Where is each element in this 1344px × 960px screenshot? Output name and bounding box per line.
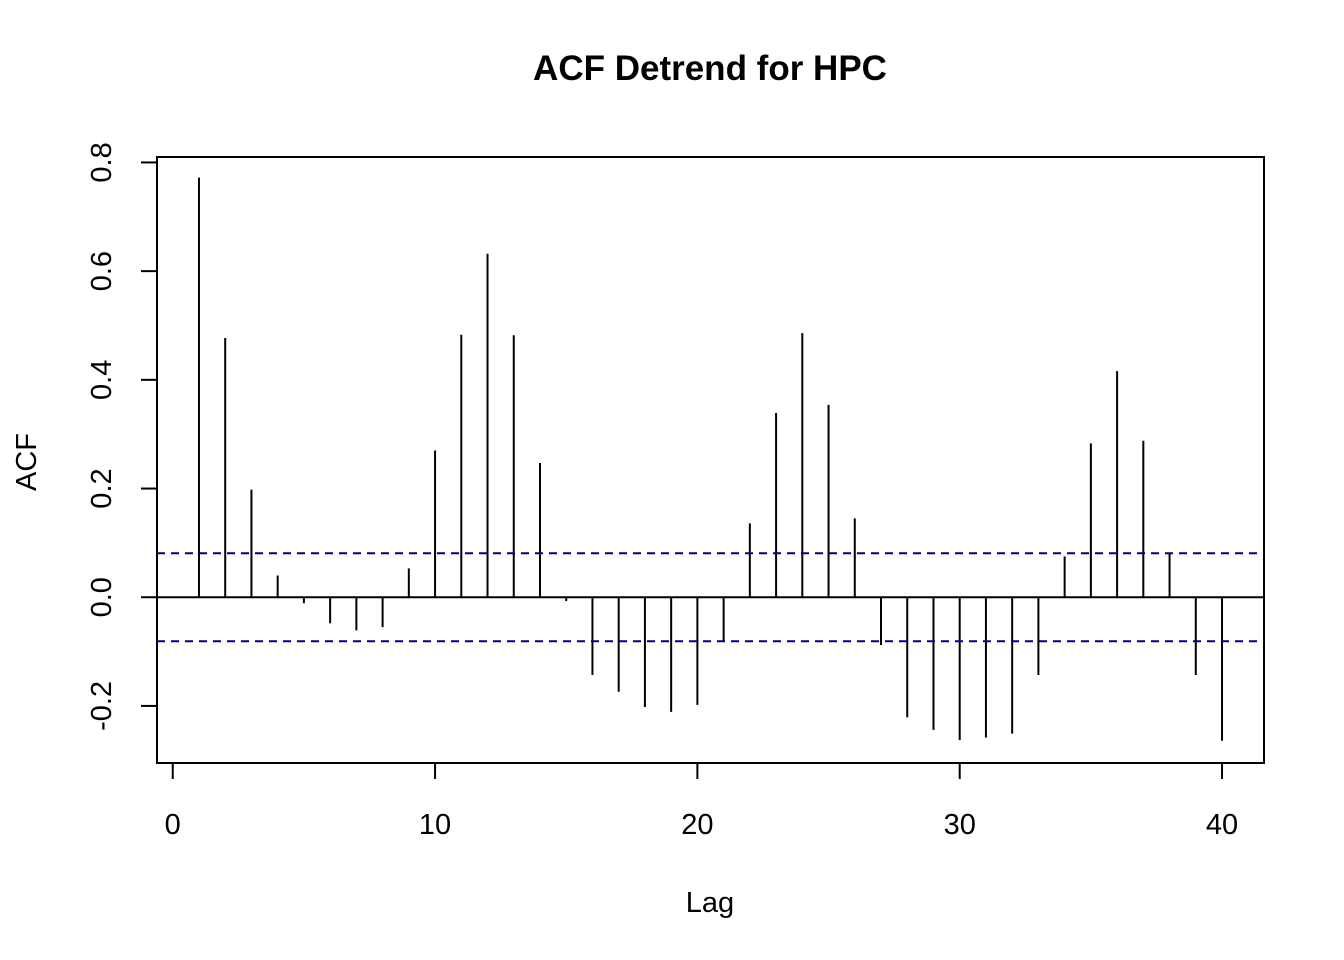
x-tick-label: 10 bbox=[419, 809, 451, 841]
plot-frame bbox=[156, 156, 1265, 764]
y-tick-label: 0.2 bbox=[86, 468, 118, 508]
y-tick-label: 0.8 bbox=[86, 142, 118, 182]
y-axis-label: ACF bbox=[11, 433, 43, 491]
x-tick-label: 20 bbox=[681, 809, 713, 841]
x-axis-label: Lag bbox=[686, 887, 734, 919]
y-axis: -0.2 0.0 0.2 0.4 0.6 0.8 bbox=[86, 142, 158, 731]
x-tick-label: 0 bbox=[165, 809, 181, 841]
y-tick-label: -0.2 bbox=[86, 681, 118, 731]
x-tick-label: 30 bbox=[944, 809, 976, 841]
y-tick-label: 0.0 bbox=[86, 577, 118, 617]
y-tick-label: 0.6 bbox=[86, 251, 118, 291]
x-axis: 0 10 20 30 40 bbox=[165, 762, 1238, 841]
x-tick-label: 40 bbox=[1206, 809, 1238, 841]
reference-lines bbox=[157, 552, 1264, 643]
chart-title: ACF Detrend for HPC bbox=[533, 49, 887, 88]
acf-bars bbox=[197, 177, 1224, 741]
y-tick-label: 0.4 bbox=[86, 360, 118, 400]
